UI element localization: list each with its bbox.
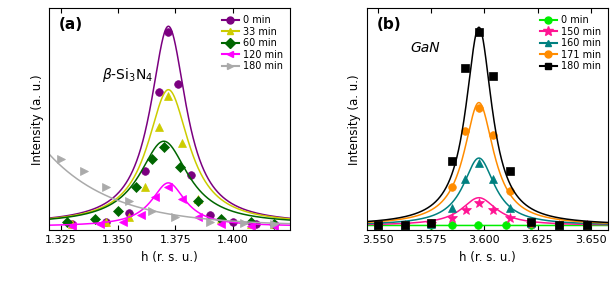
Y-axis label: Intensity (a. u.): Intensity (a. u.) bbox=[31, 74, 44, 165]
Y-axis label: Intensity (a. u.): Intensity (a. u.) bbox=[349, 74, 362, 165]
Text: (b): (b) bbox=[376, 17, 402, 32]
Text: (a): (a) bbox=[59, 17, 83, 32]
Text: GaN: GaN bbox=[410, 41, 440, 55]
Legend: 0 min, 33 min, 60 min, 120 min, 180 min: 0 min, 33 min, 60 min, 120 min, 180 min bbox=[220, 13, 285, 73]
X-axis label: h (r. s. u.): h (r. s. u.) bbox=[141, 251, 198, 264]
X-axis label: h (r. s. u.): h (r. s. u.) bbox=[459, 251, 516, 264]
Legend: 0 min, 150 min, 160 min, 171 min, 180 min: 0 min, 150 min, 160 min, 171 min, 180 mi… bbox=[538, 13, 603, 73]
Text: $\beta$-Si$_3$N$_4$: $\beta$-Si$_3$N$_4$ bbox=[102, 66, 154, 84]
